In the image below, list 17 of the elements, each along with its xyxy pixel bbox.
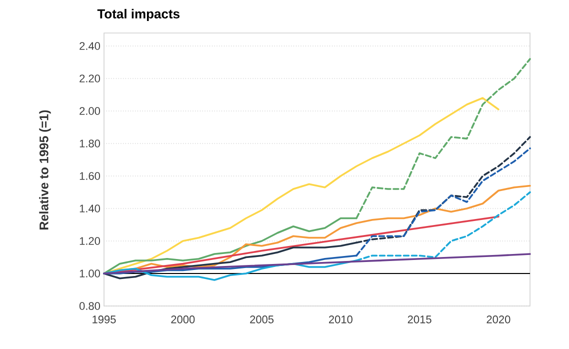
x-tick-label: 2020 [486, 316, 510, 324]
y-tick-label: 2.00 [80, 107, 100, 115]
y-tick-label: 1.60 [80, 172, 100, 180]
y-tick-label: 0.80 [79, 302, 100, 310]
y-tick-label: 2.20 [80, 74, 100, 82]
y-tick-label: 1.00 [80, 270, 100, 278]
x-tick-label: 2010 [328, 316, 352, 324]
x-tick-label: 2005 [250, 316, 274, 324]
y-axis-title: Relative to 1995 (=1) [39, 110, 51, 230]
y-tick-label: 1.20 [80, 237, 100, 245]
chart-title: Total impacts [97, 8, 180, 22]
x-tick-label: 2000 [171, 316, 195, 324]
y-tick-label: 2.40 [80, 42, 100, 50]
x-tick-label: 2015 [408, 316, 432, 324]
y-tick-label: 1.40 [80, 204, 100, 212]
y-tick-label: 1.80 [80, 140, 100, 148]
x-tick-label: 1995 [92, 316, 116, 324]
